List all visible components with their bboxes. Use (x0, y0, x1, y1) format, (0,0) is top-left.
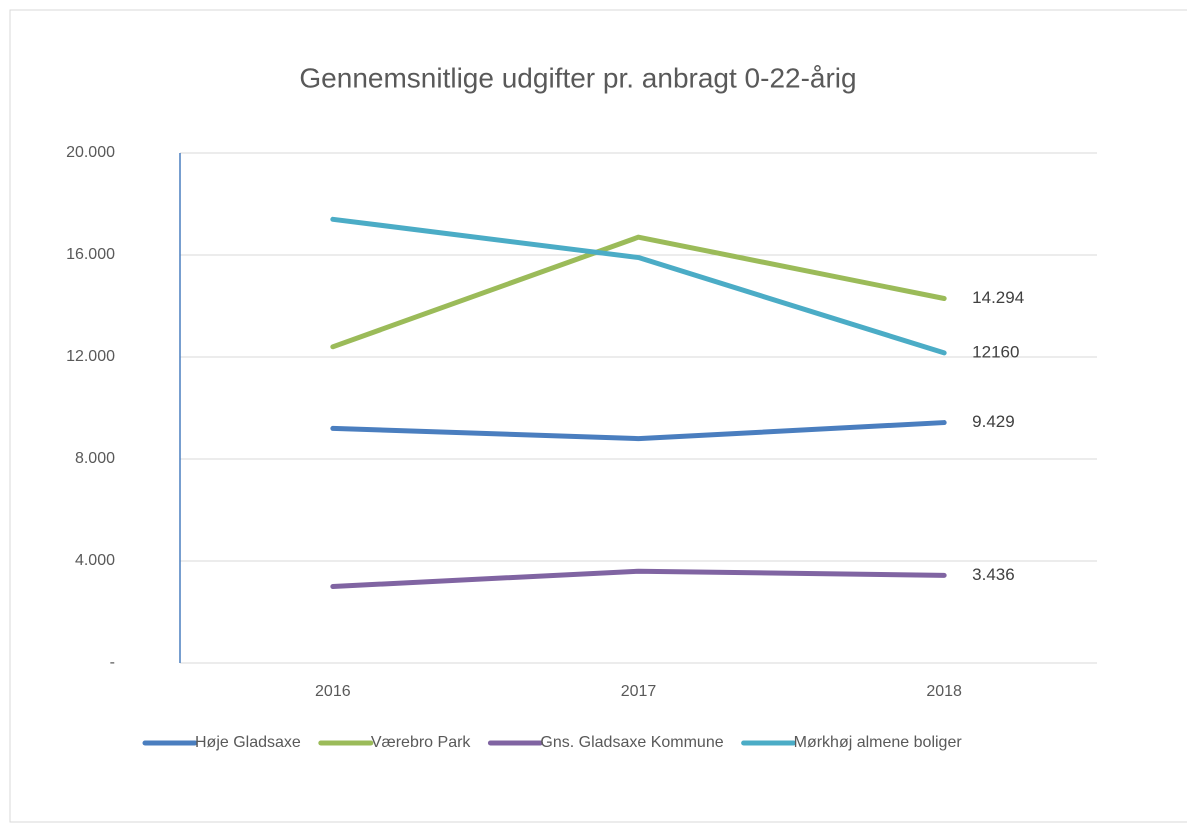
y-tick-label: 8.000 (75, 450, 115, 467)
data-label: 12160 (972, 342, 1019, 361)
data-label: 3.436 (972, 565, 1015, 584)
legend-label: Værebro Park (371, 734, 472, 751)
legend-label: Høje Gladsaxe (195, 734, 301, 751)
chart-border (9, 9, 1187, 823)
data-label: 9.429 (972, 412, 1015, 431)
series-line (330, 420, 947, 442)
x-tick-label: 2018 (926, 683, 962, 700)
chart-title: Gennemsnitlige udgifter pr. anbragt 0-22… (299, 62, 856, 93)
legend-label: Gns. Gladsaxe Kommune (540, 734, 723, 751)
y-tick-label: - (110, 654, 115, 671)
series-line (330, 216, 947, 356)
x-tick-label: 2017 (621, 683, 657, 700)
series-line (330, 234, 947, 350)
x-tick-label: 2016 (315, 683, 351, 700)
legend-label: Mørkhøj almene boliger (794, 734, 963, 751)
y-tick-label: 20.000 (66, 144, 115, 161)
y-tick-label: 12.000 (66, 348, 115, 365)
y-tick-label: 16.000 (66, 246, 115, 263)
data-label: 14.294 (972, 288, 1024, 307)
y-tick-label: 4.000 (75, 552, 115, 569)
series-line (330, 568, 947, 589)
